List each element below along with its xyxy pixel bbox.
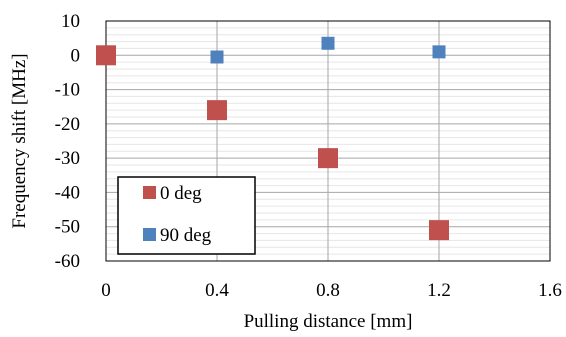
x-axis-title: Pulling distance [mm] (244, 311, 413, 332)
data-point-0-deg (96, 45, 116, 66)
data-point-0-deg (429, 220, 449, 241)
legend-label-0-deg: 0 deg (160, 183, 202, 204)
x-tick-label: 0 (101, 280, 111, 301)
legend-box (117, 176, 256, 255)
x-axis-tick-labels: 0 0.4 0.8 1.2 1.6 (101, 280, 562, 301)
y-tick-label: -60 (55, 251, 80, 272)
y-axis-tick-labels: 10 0 -10 -20 -30 -40 -50 -60 (55, 11, 80, 272)
y-tick-label: -20 (55, 114, 80, 135)
y-tick-label: 10 (61, 11, 80, 32)
x-tick-label: 1.6 (538, 280, 562, 301)
legend-marker-0-deg (143, 186, 156, 199)
plot-area-frame (105, 20, 551, 262)
data-series (96, 36, 449, 241)
data-point-0-deg (318, 148, 338, 169)
x-tick-label: 0.4 (205, 280, 229, 301)
legend-label-90-deg: 90 deg (160, 225, 212, 246)
data-point-0-deg (207, 100, 227, 121)
y-tick-label: -30 (55, 148, 80, 169)
y-axis-title: Frequency shift [MHz] (9, 53, 30, 228)
y-tick-label: -50 (55, 217, 80, 238)
legend-marker-90-deg (143, 228, 156, 241)
y-tick-label: 0 (71, 45, 81, 66)
y-tick-label: -40 (55, 182, 80, 203)
legend: 0 deg 90 deg (117, 176, 256, 255)
data-point-90-deg (432, 45, 446, 59)
y-tick-label: -10 (55, 80, 80, 101)
data-point-90-deg (321, 36, 335, 50)
x-tick-label: 0.8 (316, 280, 340, 301)
x-tick-label: 1.2 (427, 280, 451, 301)
data-point-90-deg (210, 50, 224, 64)
